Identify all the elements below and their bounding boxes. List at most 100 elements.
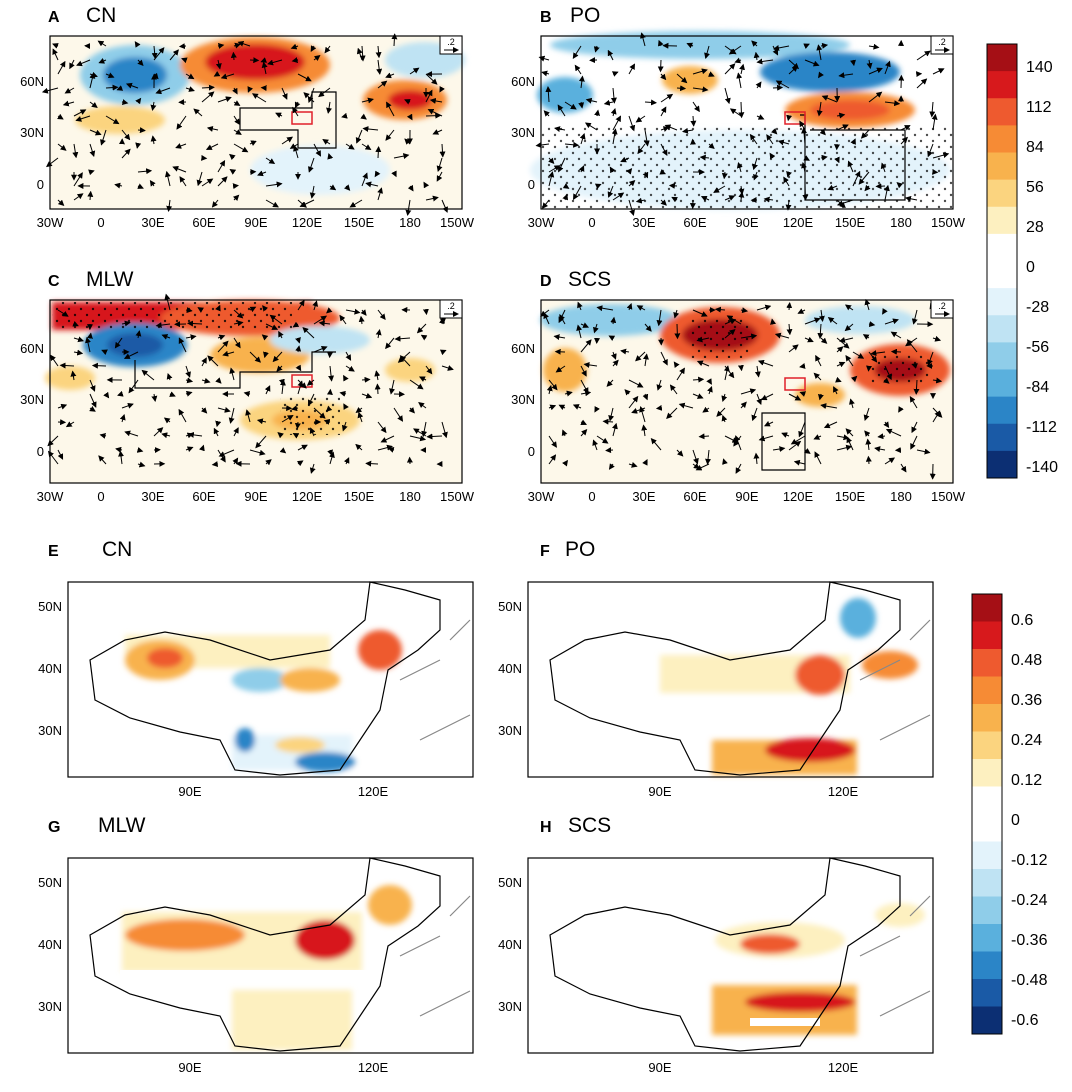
colorbar-label: 0.24 — [1011, 732, 1042, 749]
x-tick: 150W — [931, 489, 966, 504]
wind-vector-arrow — [233, 53, 234, 60]
colorbar-label: -0.36 — [1011, 932, 1048, 949]
y-tick: 30N — [511, 392, 535, 407]
colorbar-bottom-swatches — [972, 594, 1002, 1035]
x-tick: 0 — [588, 215, 595, 230]
y-tick: 30N — [498, 999, 522, 1014]
colorbar-label: -140 — [1026, 459, 1058, 476]
panel-c: .2 C MLW — [45, 268, 462, 483]
colorbar-swatch — [987, 71, 1017, 99]
colorbar-swatch — [987, 44, 1017, 72]
colorbar-swatch — [972, 732, 1002, 760]
colorbar-swatch — [972, 759, 1002, 787]
y-tick: 40N — [38, 937, 62, 952]
x-tick: 0 — [588, 489, 595, 504]
colorbar-swatch — [987, 315, 1017, 343]
colorbar-swatch — [987, 180, 1017, 208]
colorbar-label: -0.24 — [1011, 892, 1048, 909]
colorbar-swatch — [987, 153, 1017, 181]
x-tick: 30W — [37, 489, 64, 504]
panel-h-title: SCS — [568, 814, 611, 837]
x-tick: 90E — [735, 215, 758, 230]
y-tick: 60N — [511, 341, 535, 356]
panel-e-letter: E — [48, 543, 59, 560]
colorbar-label: -0.48 — [1011, 972, 1048, 989]
x-tick: 120E — [783, 215, 814, 230]
panel-f: F PO — [528, 538, 933, 777]
x-tick: 0 — [97, 215, 104, 230]
panel-a: .2 A CN — [43, 4, 465, 215]
colorbar-swatch — [987, 261, 1017, 289]
y-tick: 60N — [20, 341, 44, 356]
wind-vector-arrow — [892, 352, 901, 353]
colorbar-label: 0.48 — [1011, 652, 1042, 669]
colorbar-swatch — [972, 897, 1002, 925]
wind-vector-arrow — [426, 310, 427, 314]
panel-a-x-axis: 30W 0 30E 60E 90E 120E 150E 180 150W — [37, 215, 475, 230]
x-tick: 60E — [683, 489, 706, 504]
colorbar-label: 0.6 — [1011, 612, 1033, 629]
y-tick: 30N — [38, 723, 62, 738]
y-tick: 50N — [498, 599, 522, 614]
panel-b-title: PO — [570, 4, 600, 27]
x-tick: 150E — [835, 215, 866, 230]
vector-reference-label-d: .2 — [938, 301, 946, 311]
colorbar-bottom-labels: 0.6 0.48 0.36 0.24 0.12 0 -0.12 -0.24 -0… — [1011, 612, 1048, 1029]
panel-e-title: CN — [102, 538, 132, 561]
wind-vector-arrow — [604, 421, 614, 422]
wind-vector-arrow — [188, 323, 202, 324]
panel-d-title: SCS — [568, 268, 611, 291]
colorbar-top-swatches — [987, 44, 1017, 479]
wind-vector-arrow — [773, 88, 782, 89]
panel-d-letter: D — [540, 273, 552, 290]
wind-vector-arrow — [180, 46, 186, 47]
x-tick: 120E — [292, 489, 323, 504]
colorbar-label: 84 — [1026, 139, 1044, 156]
y-tick: 50N — [38, 875, 62, 890]
wind-vector-arrow — [661, 60, 662, 71]
panel-b-x-axis: 30W 0 30E 60E 90E 120E 150E 180 150W — [528, 215, 966, 230]
y-tick: 30N — [20, 125, 44, 140]
vector-reference-label-b: .2 — [938, 37, 946, 47]
x-tick: 60E — [683, 215, 706, 230]
panel-h-letter: H — [540, 819, 552, 836]
panel-a-title: CN — [86, 4, 116, 27]
x-tick: 150E — [344, 215, 375, 230]
x-tick: 90E — [735, 489, 758, 504]
colorbar-swatch — [972, 622, 1002, 650]
panel-a-letter: A — [48, 9, 60, 26]
y-tick: 50N — [498, 875, 522, 890]
vector-reference-label-a: .2 — [447, 37, 455, 47]
x-tick: 0 — [97, 489, 104, 504]
colorbar-label: 0.12 — [1011, 772, 1042, 789]
x-tick: 180 — [890, 489, 912, 504]
colorbar-label: -0.6 — [1011, 1012, 1039, 1029]
wind-vector-arrow — [106, 87, 118, 88]
wind-vector-arrow — [90, 192, 91, 200]
colorbar-label: 0 — [1026, 259, 1035, 276]
y-tick: 0 — [37, 444, 44, 459]
wind-vector-arrow — [426, 116, 440, 117]
colorbar-bottom: 0.6 0.48 0.36 0.24 0.12 0 -0.12 -0.24 -0… — [972, 594, 1048, 1035]
panel-c-title: MLW — [86, 268, 134, 291]
x-tick: 180 — [399, 215, 421, 230]
colorbar-label: -112 — [1026, 419, 1057, 436]
wind-vector-arrow — [213, 464, 218, 465]
wind-vector-arrow — [366, 463, 378, 464]
wind-vector-arrow — [700, 436, 710, 437]
wind-vector-arrow — [789, 303, 790, 310]
wind-vector-arrow — [202, 87, 214, 88]
colorbar-label: 140 — [1026, 59, 1053, 76]
x-tick: 30E — [632, 489, 655, 504]
colorbar-label: -84 — [1026, 379, 1049, 396]
panel-b: .2 B PO — [530, 4, 953, 215]
colorbar-swatch — [987, 234, 1017, 262]
colorbar-swatch — [987, 397, 1017, 425]
colorbar-swatch — [972, 814, 1002, 842]
wind-vector-arrow — [657, 408, 661, 409]
colorbar-swatch — [972, 952, 1002, 980]
colorbar-top-labels: 140 112 84 56 28 0 -28 -56 -84 -112 -140 — [1026, 59, 1058, 476]
panel-f-letter: F — [540, 543, 550, 560]
x-tick: 90E — [178, 1060, 201, 1075]
y-tick: 30N — [20, 392, 44, 407]
